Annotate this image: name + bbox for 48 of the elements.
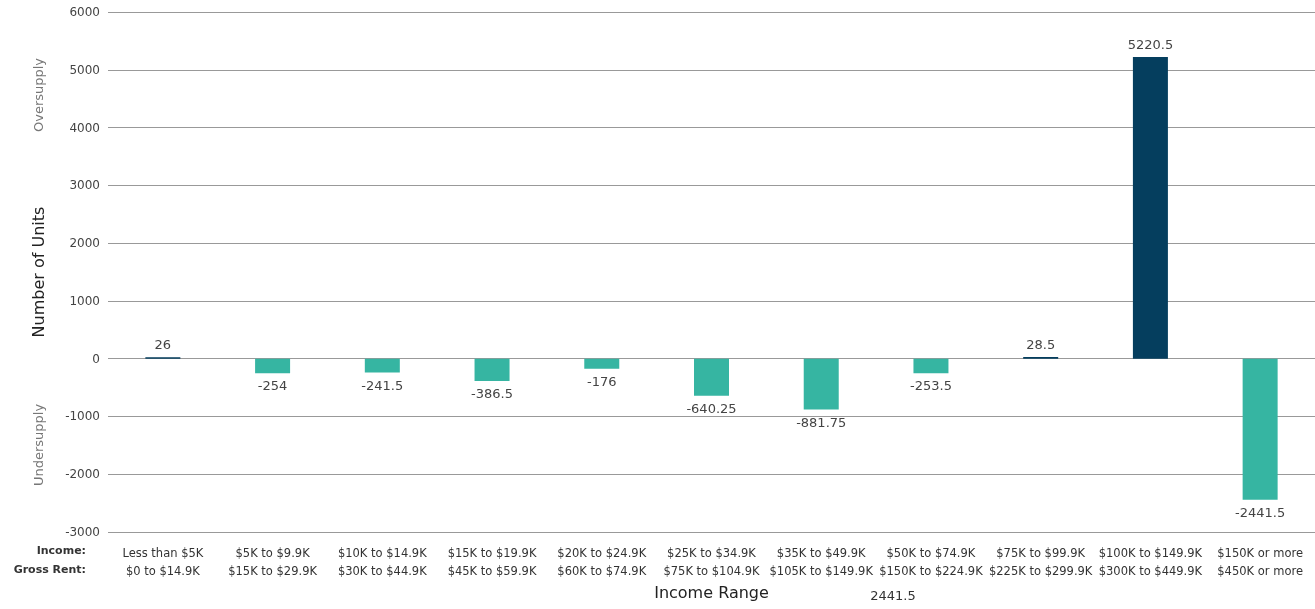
y-tick-label: 4000 — [69, 120, 100, 135]
text: Income: — [36, 543, 86, 557]
bar — [584, 358, 620, 369]
y-tick-label: 0 — [92, 351, 100, 366]
x-axis-title: Income Range — [654, 583, 769, 603]
data-label: 5220.5 — [1127, 37, 1174, 53]
bar — [1242, 358, 1278, 500]
x-tick-label: $20K to $24.9K $60K to $74.9K — [557, 546, 647, 578]
bar — [913, 358, 949, 374]
text: Gross Rent: — [13, 562, 86, 576]
bar — [803, 358, 839, 410]
bar — [474, 358, 510, 381]
data-label: -241.5 — [361, 377, 404, 393]
x-tick-label: $25K to $34.9K $75K to $104.9K — [663, 546, 761, 578]
text: 2441.5 — [870, 587, 916, 603]
x-tick-label: $75K to $99.9K $225K to $299.9K — [988, 546, 1093, 578]
x-tick-label: $100K to $149.9K $300K to $449.9K — [1098, 546, 1203, 578]
y-tick-label: -2000 — [65, 467, 100, 482]
x-tick-label: $35K to $49.9K $105K to $149.9K — [769, 546, 874, 578]
x-tick-label: $5K to $9.9K $15K to $29.9K — [228, 546, 318, 578]
x-tick-label: $15K to $19.9K $45K to $59.9K — [447, 546, 537, 578]
bar — [1132, 57, 1168, 359]
bar — [364, 358, 400, 373]
y-tick-label: 2000 — [69, 236, 100, 251]
data-label: 28.5 — [1026, 337, 1056, 353]
data-label: -386.5 — [471, 386, 514, 401]
x-tick-label: $50K to $74.9K $150K to $224.9K — [879, 546, 984, 578]
data-label: -176 — [587, 373, 617, 389]
y-tick-label: -1000 — [65, 409, 100, 424]
bar — [255, 358, 291, 374]
bar — [694, 358, 729, 396]
x-tick-label: Less than $5K $0 to $14.9K — [122, 546, 204, 578]
data-label: -254 — [257, 378, 288, 394]
y-tick-label: 5000 — [69, 62, 100, 77]
data-label: 26 — [154, 337, 172, 353]
y-axis-title: Number of Units — [28, 206, 48, 338]
x-tick-label: $150K or more $450K or more — [1217, 546, 1303, 578]
y-tick-label: -3000 — [65, 525, 100, 539]
text: Undersupply — [30, 403, 46, 487]
data-label: -253.5 — [909, 378, 952, 394]
text: Oversupply — [30, 57, 46, 133]
data-label: -881.75 — [796, 414, 847, 430]
data-label: -2441.5 — [1235, 504, 1286, 520]
x-tick-label: $10K to $14.9K $30K to $44.9K — [337, 546, 428, 578]
y-tick-label: 1000 — [69, 293, 100, 308]
y-tick-label: 3000 — [69, 178, 100, 193]
y-tick-label: 6000 — [69, 5, 100, 19]
data-label: -640.25 — [686, 400, 737, 416]
